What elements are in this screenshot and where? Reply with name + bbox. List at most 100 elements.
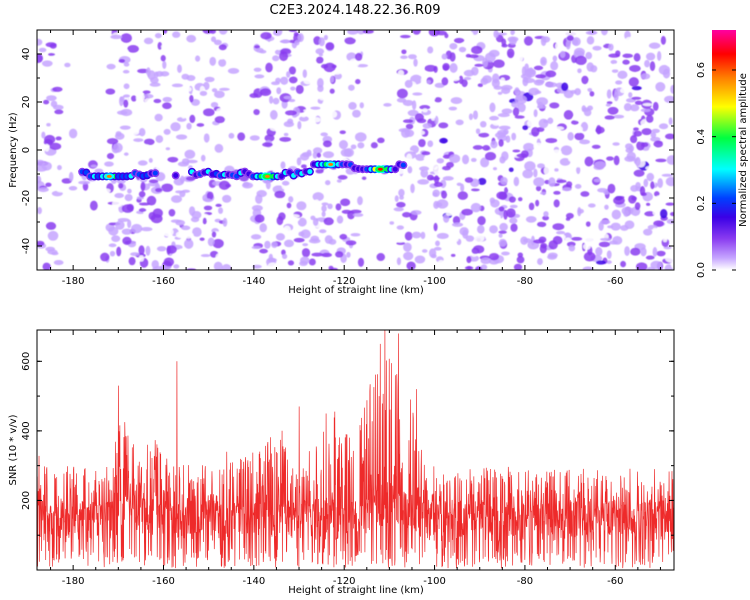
heat-cell bbox=[644, 59, 650, 68]
botXTicks-3: -120 bbox=[333, 330, 356, 587]
heat-cell bbox=[631, 96, 642, 100]
heat-cell bbox=[572, 115, 585, 122]
topXTicks-2: -140 bbox=[242, 30, 265, 287]
heat-cell bbox=[598, 64, 604, 74]
heat-cell bbox=[227, 67, 240, 74]
heat-cell bbox=[68, 128, 78, 139]
heat-cell bbox=[255, 47, 264, 53]
heat-cell bbox=[507, 185, 513, 190]
heat-cell bbox=[584, 156, 594, 167]
heat-cell bbox=[576, 166, 581, 175]
topXTicks-0: -180 bbox=[62, 30, 84, 287]
heat-cell bbox=[509, 37, 517, 45]
heat-cell bbox=[287, 260, 295, 266]
y-tick-label: -40 bbox=[21, 238, 32, 254]
heat-cell bbox=[138, 245, 145, 256]
heat-cell bbox=[415, 153, 426, 161]
spectrogram-heatmap bbox=[37, 30, 674, 270]
heat-cell bbox=[105, 223, 115, 232]
heat-cell bbox=[147, 182, 159, 187]
heat-cell bbox=[623, 103, 632, 112]
heat-cell bbox=[575, 125, 583, 133]
heat-cell bbox=[606, 260, 612, 264]
heat-cell bbox=[417, 179, 430, 185]
x-tick-label: -140 bbox=[242, 276, 265, 287]
heat-cell bbox=[400, 34, 411, 39]
y-tick-label: -20 bbox=[21, 190, 32, 206]
heat-cell bbox=[48, 52, 56, 56]
heat-cell bbox=[472, 233, 485, 243]
topXTicks-5: -80 bbox=[517, 30, 533, 287]
heat-cell bbox=[434, 97, 442, 103]
heat-cell bbox=[256, 190, 267, 198]
heat-cell bbox=[499, 156, 506, 164]
heat-cell bbox=[498, 238, 507, 247]
heat-cell bbox=[315, 48, 325, 55]
heat-cell bbox=[49, 142, 62, 150]
heat-cell bbox=[44, 143, 50, 152]
heat-cell bbox=[634, 156, 641, 167]
heat-cell bbox=[605, 103, 611, 107]
heat-cell bbox=[656, 50, 662, 61]
x-tick-label: -160 bbox=[152, 276, 175, 287]
heat-cell bbox=[254, 74, 265, 79]
heat-cell bbox=[606, 74, 613, 84]
heat-cell bbox=[592, 45, 602, 51]
heat-cell bbox=[206, 191, 214, 200]
heat-cell bbox=[288, 98, 296, 103]
heat-cell bbox=[551, 128, 562, 136]
x-tick-label: -60 bbox=[607, 276, 623, 287]
heat-cell bbox=[396, 110, 406, 121]
heat-cell bbox=[615, 80, 623, 85]
heat-cell bbox=[545, 70, 557, 78]
heat-cell bbox=[348, 84, 355, 91]
heat-cell bbox=[180, 175, 185, 184]
heat-cell bbox=[442, 154, 452, 159]
heat-cell bbox=[524, 68, 536, 78]
heat-cell bbox=[494, 214, 501, 220]
heat-cell bbox=[221, 228, 232, 234]
heat-cell bbox=[501, 84, 513, 91]
heat-cell bbox=[102, 188, 111, 194]
heat-cell bbox=[339, 130, 346, 135]
heat-cell bbox=[335, 251, 344, 258]
heat-cell bbox=[489, 225, 498, 234]
heat-cell bbox=[402, 119, 414, 123]
heat-cell bbox=[650, 181, 655, 190]
heat-cell bbox=[661, 173, 674, 177]
heat-cell bbox=[574, 184, 582, 189]
heat-cell bbox=[184, 99, 190, 105]
heat-cell bbox=[413, 58, 418, 67]
heat-cell bbox=[533, 109, 538, 118]
heat-cell bbox=[436, 158, 445, 164]
heat-cell bbox=[37, 38, 43, 46]
heat-cell bbox=[238, 49, 244, 53]
heat-cell bbox=[275, 233, 285, 241]
heat-cell bbox=[656, 148, 666, 154]
heat-cell bbox=[643, 222, 649, 227]
heat-cell bbox=[228, 132, 235, 139]
heat-cell bbox=[410, 210, 422, 215]
heat-cell bbox=[45, 42, 57, 48]
heat-cell bbox=[665, 202, 674, 206]
heat-cell bbox=[357, 142, 365, 149]
heat-cell bbox=[538, 236, 547, 243]
heat-cell bbox=[138, 254, 145, 262]
heat-cell bbox=[541, 36, 551, 43]
heat-cell bbox=[490, 140, 498, 149]
heat-cell bbox=[613, 196, 625, 205]
band-cell bbox=[307, 169, 313, 175]
heat-cell bbox=[480, 157, 490, 168]
heat-cell bbox=[526, 119, 535, 127]
heat-cell bbox=[488, 252, 500, 261]
heat-cell bbox=[300, 229, 311, 239]
heat-cell bbox=[137, 68, 149, 74]
heat-cell bbox=[340, 148, 352, 157]
heat-cell bbox=[376, 253, 386, 262]
heat-cell bbox=[41, 131, 46, 139]
heat-cell bbox=[45, 182, 52, 187]
y-tick-label: 200 bbox=[21, 491, 32, 510]
heat-cell bbox=[104, 161, 114, 167]
botXTicks-0: -180 bbox=[62, 330, 84, 587]
heat-cell bbox=[78, 180, 91, 185]
